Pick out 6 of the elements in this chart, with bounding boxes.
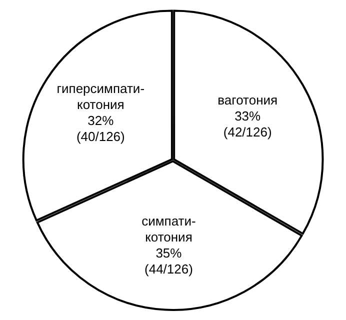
- data-label: 33% (42/126): [223, 108, 272, 140]
- slice-label: гиперсимпати- котония: [56, 80, 145, 112]
- data-label: 32% (40/126): [76, 112, 125, 144]
- slice-label: ваготония: [218, 92, 278, 108]
- data-label: 35% (44/126): [144, 246, 193, 277]
- slice-label: симпати- котония: [142, 214, 196, 245]
